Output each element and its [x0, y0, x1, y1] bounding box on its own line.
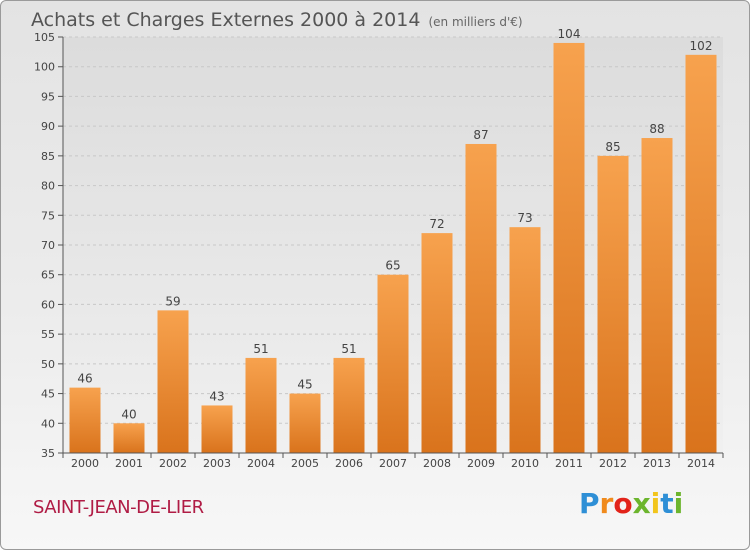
bar-value-label: 40 [121, 407, 136, 421]
y-tick-label: 105 [34, 31, 55, 44]
bar-value-label: 45 [297, 378, 312, 392]
bar-value-label: 65 [385, 259, 400, 273]
bar-value-label: 73 [517, 211, 532, 225]
bar [465, 143, 497, 453]
bar-value-label: 85 [605, 140, 620, 154]
bar-value-label: 59 [165, 294, 180, 308]
bar [553, 42, 585, 453]
bar-value-label: 51 [341, 342, 356, 356]
x-tick-label: 2005 [291, 457, 319, 470]
x-tick-label: 2004 [247, 457, 275, 470]
y-tick-label: 95 [41, 90, 55, 103]
bar-value-label: 104 [558, 27, 581, 41]
bar-value-label: 43 [209, 389, 224, 403]
logo-letter: t [660, 487, 674, 520]
y-tick-label: 55 [41, 328, 55, 341]
bar [157, 310, 189, 453]
x-tick-label: 2014 [687, 457, 715, 470]
bar-value-label: 72 [429, 217, 444, 231]
y-tick-label: 35 [41, 447, 55, 460]
logo-letter: i [650, 487, 661, 520]
x-tick-label: 2011 [555, 457, 583, 470]
y-tick-label: 60 [41, 298, 55, 311]
bar [69, 387, 101, 453]
bar-value-label: 88 [649, 122, 664, 136]
x-tick-label: 2002 [159, 457, 187, 470]
bar [201, 405, 233, 453]
y-tick-label: 80 [41, 180, 55, 193]
logo-letter: o [613, 487, 633, 520]
x-tick-label: 2006 [335, 457, 363, 470]
bar [509, 227, 541, 453]
logo-letter: i [673, 487, 684, 520]
bar [113, 423, 145, 453]
bar [421, 233, 453, 453]
bar-value-label: 51 [253, 342, 268, 356]
x-tick-label: 2007 [379, 457, 407, 470]
y-tick-label: 65 [41, 269, 55, 282]
y-tick-label: 40 [41, 417, 55, 430]
logo-letter: r [599, 487, 614, 520]
x-tick-label: 2012 [599, 457, 627, 470]
y-tick-label: 85 [41, 150, 55, 163]
bar [245, 357, 277, 453]
bars [69, 42, 717, 453]
bar-value-label: 102 [690, 39, 713, 53]
y-tick-label: 75 [41, 209, 55, 222]
y-tick-label: 70 [41, 239, 55, 252]
bar [641, 138, 673, 453]
bar-value-label: 46 [77, 372, 92, 386]
commune-name: SAINT-JEAN-DE-LIER [33, 497, 204, 518]
proxiti-logo: Proxiti [579, 487, 683, 520]
x-tick-label: 2001 [115, 457, 143, 470]
chart-title-text: Achats et Charges Externes 2000 à 2014 [31, 9, 421, 31]
logo-letter: P [579, 487, 600, 520]
y-tick-label: 90 [41, 120, 55, 133]
x-tick-label: 2009 [467, 457, 495, 470]
bar [333, 357, 365, 453]
y-tick-label: 45 [41, 388, 55, 401]
bar [685, 54, 717, 453]
x-tick-label: 2010 [511, 457, 539, 470]
y-axis: 35 40 45 50 55 60 65 70 75 80 85 90 95 100 105 [34, 31, 64, 460]
data-labels: 46 40 59 43 51 45 51 65 72 87 73 104 85 88 102 [77, 27, 712, 421]
bar-value-label: 87 [473, 128, 488, 142]
y-tick-label: 100 [34, 61, 55, 74]
y-tick-label: 50 [41, 358, 55, 371]
bar [597, 155, 629, 453]
bar [289, 393, 321, 453]
x-tick-label: 2003 [203, 457, 231, 470]
x-tick-label: 2000 [71, 457, 99, 470]
x-tick-label: 2008 [423, 457, 451, 470]
chart-title: Achats et Charges Externes 2000 à 2014 (e… [31, 9, 523, 31]
bar [377, 274, 409, 453]
x-tick-label: 2013 [643, 457, 671, 470]
logo-letter: x [632, 487, 651, 520]
chart-unit: (en milliers d'€) [428, 15, 523, 29]
x-axis: 2000 2001 2002 2003 2004 2005 2006 2007 2008 2009… [62, 452, 724, 470]
